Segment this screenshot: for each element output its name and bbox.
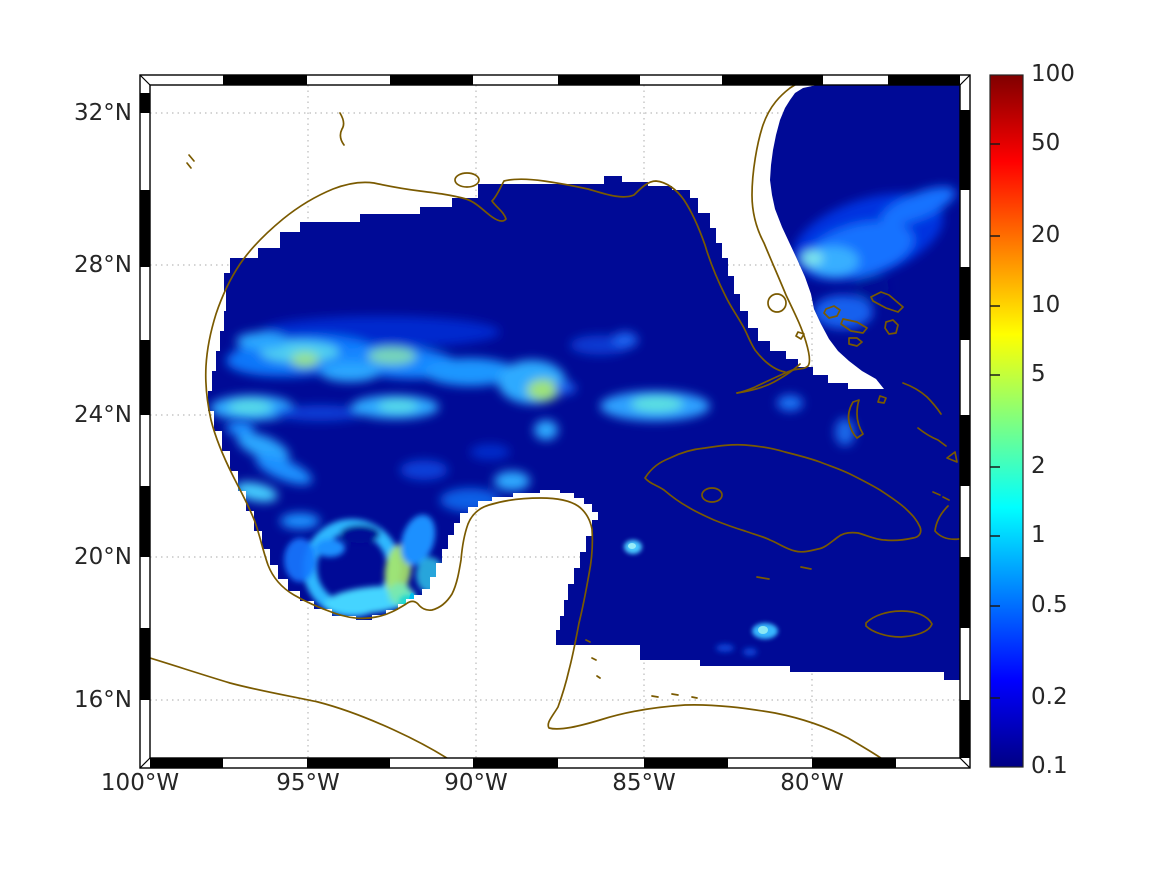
colorbar xyxy=(989,74,1024,768)
x-tick-label: 85°W xyxy=(612,770,676,796)
colorbar-tick-label: 10 xyxy=(1031,292,1061,318)
colorbar-tick-label: 2 xyxy=(1031,453,1046,479)
frame-corner-bevels xyxy=(139,74,971,769)
colorbar-gradient xyxy=(989,74,1024,768)
colorbar-ticks xyxy=(990,143,1000,699)
colorbar-tick-label: 20 xyxy=(1031,222,1061,248)
map-border-frame xyxy=(139,74,971,769)
data-field-features xyxy=(210,186,956,656)
y-tick-label: 28°N xyxy=(74,252,132,278)
map-area xyxy=(150,85,960,758)
y-tick-label: 24°N xyxy=(74,402,132,428)
colorbar-tick-label: 0.5 xyxy=(1031,592,1068,618)
x-tick-label: 95°W xyxy=(276,770,340,796)
x-tick-label: 100°W xyxy=(100,770,180,796)
colorbar-tick-label: 50 xyxy=(1031,130,1061,156)
coastlines xyxy=(150,85,960,758)
y-tick-label: 20°N xyxy=(74,544,132,570)
colorbar-tick-label: 5 xyxy=(1031,361,1046,387)
x-tick-label: 80°W xyxy=(780,770,844,796)
colorbar-tick-label: 0.2 xyxy=(1031,684,1068,710)
x-tick-label: 90°W xyxy=(444,770,508,796)
colorbar-tick-label: 1 xyxy=(1031,522,1046,548)
colorbar-tick-label: 0.1 xyxy=(1031,753,1068,779)
y-tick-label: 16°N xyxy=(74,687,132,713)
colorbar-tick-label: 100 xyxy=(1031,61,1075,87)
y-tick-label: 32°N xyxy=(74,100,132,126)
